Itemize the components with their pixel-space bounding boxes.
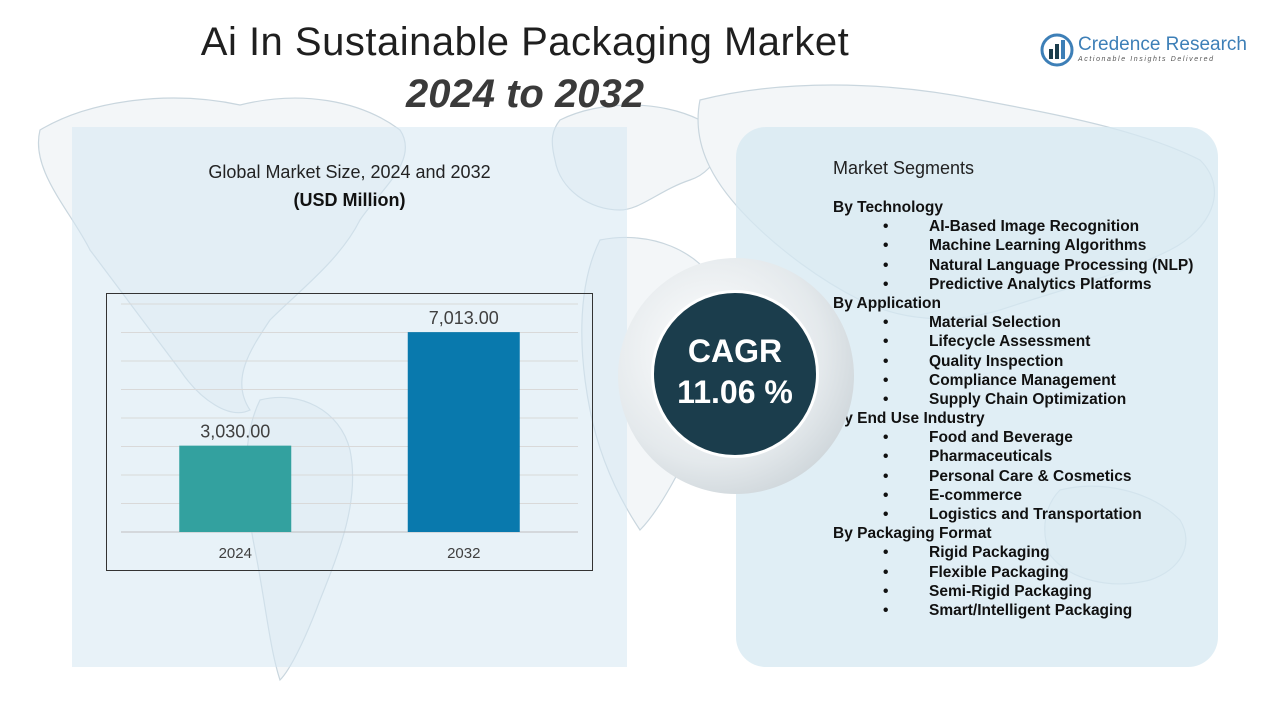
- x-tick-label-2032: 2032: [447, 545, 480, 562]
- segment-item: • Quality Inspection: [833, 352, 1233, 371]
- segment-item-label: Semi-Rigid Packaging: [929, 582, 1092, 600]
- bullet-icon: •: [883, 390, 889, 408]
- segment-category: By Application: [833, 294, 941, 312]
- segment-item-label: Predictive Analytics Platforms: [929, 275, 1152, 293]
- brand-logo: Credence Research Actionable Insights De…: [1040, 30, 1260, 70]
- bar-2032: [407, 332, 520, 532]
- data-label-2024: 3,030.00: [200, 422, 270, 442]
- segment-item-label: E-commerce: [929, 486, 1023, 504]
- bar-2024: [179, 445, 292, 532]
- segment-item-label: Machine Learning Algorithms: [929, 237, 1147, 255]
- brand-tagline: Actionable Insights Delivered: [1078, 56, 1215, 63]
- segment-item: • Flexible Packaging: [833, 563, 1233, 582]
- chart-head-icon: [1040, 33, 1074, 67]
- segment-item-label: Rigid Packaging: [929, 544, 1050, 562]
- segment-item: • Smart/Intelligent Packaging: [833, 601, 1233, 620]
- bullet-icon: •: [883, 237, 889, 255]
- segment-item: • Machine Learning Algorithms: [833, 236, 1233, 255]
- segment-item-label: Material Selection: [929, 314, 1061, 332]
- page-title: Ai In Sustainable Packaging Market: [200, 20, 850, 64]
- cagr-label: CAGR: [687, 333, 783, 369]
- segment-item: • Logistics and Transportation: [833, 505, 1233, 524]
- bar-chart: 3,030.00 2024 7,013.00 2032: [121, 303, 578, 562]
- segments-title: Market Segments: [833, 158, 975, 178]
- segment-item: • Supply Chain Optimization: [833, 390, 1233, 409]
- segment-item-label: Quality Inspection: [929, 352, 1064, 370]
- segment-item-label: Compliance Management: [929, 371, 1116, 389]
- cagr-badge: [651, 290, 819, 458]
- segment-item: • Compliance Management: [833, 371, 1233, 390]
- cagr-value: 11.06 %: [677, 374, 793, 410]
- bullet-icon: •: [883, 563, 889, 581]
- bullet-icon: •: [883, 333, 889, 351]
- bullet-icon: •: [883, 371, 889, 389]
- bullet-icon: •: [883, 506, 889, 523]
- chart-title: Global Market Size, 2024 and 2032: [208, 162, 491, 182]
- data-label-2032: 7,013.00: [429, 308, 499, 328]
- segment-category: By Packaging Format: [833, 525, 992, 543]
- segment-item: • E-commerce: [833, 486, 1233, 505]
- segment-item: • Lifecycle Assessment: [833, 332, 1233, 351]
- bullet-icon: •: [883, 352, 889, 370]
- segment-item-label: Pharmaceuticals: [929, 448, 1053, 466]
- segment-item-label: Personal Care & Cosmetics: [929, 467, 1132, 485]
- bar-chart-frame: 3,030.00 2024 7,013.00 2032: [106, 293, 593, 571]
- chart-unit: (USD Million): [293, 190, 406, 210]
- segment-item-label: Lifecycle Assessment: [929, 333, 1091, 351]
- x-tick-label-2024: 2024: [219, 545, 252, 562]
- bullet-icon: •: [883, 275, 889, 293]
- segment-item-label: Flexible Packaging: [929, 563, 1069, 581]
- bullet-icon: •: [883, 448, 889, 466]
- bullet-icon: •: [883, 218, 889, 236]
- bullet-icon: •: [883, 544, 889, 562]
- bullet-icon: •: [883, 486, 889, 504]
- bullet-icon: •: [883, 256, 889, 274]
- segment-item: • Predictive Analytics Platforms: [833, 275, 1233, 294]
- segment-item-label: Food and Beverage: [929, 429, 1073, 447]
- segment-item: • Material Selection: [833, 313, 1233, 332]
- segment-item-label: Logistics and Transportation: [929, 506, 1142, 523]
- segment-item: • Personal Care & Cosmetics: [833, 467, 1233, 486]
- bullet-icon: •: [883, 467, 889, 485]
- bullet-icon: •: [883, 429, 889, 447]
- brand-name: Credence Research: [1078, 34, 1247, 55]
- segment-item: • AI-Based Image Recognition: [833, 217, 1233, 236]
- segment-item-label: Supply Chain Optimization: [929, 390, 1127, 408]
- segment-item: • Pharmaceuticals: [833, 447, 1233, 466]
- bullet-icon: •: [883, 582, 889, 600]
- segment-item: • Natural Language Processing (NLP): [833, 256, 1233, 275]
- bullet-icon: •: [883, 314, 889, 332]
- segment-item-label: Smart/Intelligent Packaging: [929, 601, 1133, 619]
- segments-list: By Technology • AI-Based Image Recognition…: [833, 198, 1233, 620]
- page-subtitle: 2024 to 2032: [406, 72, 644, 116]
- segment-item: • Semi-Rigid Packaging: [833, 582, 1233, 601]
- segment-item-label: AI-Based Image Recognition: [929, 218, 1140, 236]
- segment-item: • Rigid Packaging: [833, 543, 1233, 562]
- segment-category: By End Use Industry: [833, 410, 985, 428]
- segment-item-label: Natural Language Processing (NLP): [929, 256, 1194, 274]
- segment-item: • Food and Beverage: [833, 428, 1233, 447]
- market-size-panel: [72, 127, 627, 667]
- segment-category: By Technology: [833, 199, 943, 216]
- bullet-icon: •: [883, 601, 889, 619]
